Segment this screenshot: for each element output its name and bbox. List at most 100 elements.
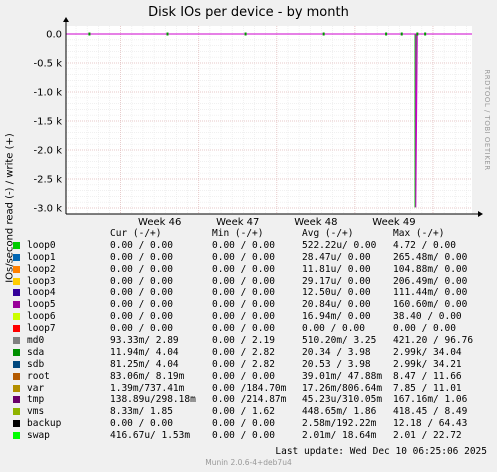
legend-swatch [13, 277, 20, 285]
legend-max-value: 206.49m/ 0.00 [393, 275, 468, 287]
legend-min-value: 0.00 / 0.00 [212, 251, 275, 263]
footer-version: Munin 2.0.6-4+deb7u4 [205, 458, 292, 467]
legend-swatch [13, 408, 20, 416]
legend-max-value: 2.99k/ 34.21 [393, 358, 462, 370]
legend-avg-value: 522.22u/ 0.00 [302, 239, 377, 251]
legend-min-value: 0.00 / 2.82 [212, 358, 275, 370]
legend-cur-value: 0.00 / 0.00 [110, 418, 173, 430]
legend-series-name: tmp [27, 394, 45, 406]
legend-swatch [13, 337, 20, 345]
chart-plot: 0.0-0.5 k-1.0 k-1.5 k-2.0 k-2.5 k-3.0 k … [34, 17, 483, 228]
legend-avg-value: 29.17u/ 0.00 [302, 275, 371, 287]
series-marker [424, 32, 427, 36]
legend-series-name: loop2 [27, 263, 56, 275]
legend-series-name: loop3 [27, 275, 56, 287]
legend-avg-value: 2.58m/192.22m [302, 418, 377, 430]
legend-swatch [13, 325, 20, 333]
legend-series-name: loop5 [27, 299, 56, 311]
legend-max-value: 418.45 / 8.49 [393, 406, 468, 418]
legend-header-cur: Cur (-/+) [110, 228, 162, 239]
legend-cur-value: 0.00 / 0.00 [110, 239, 173, 251]
chart-title: Disk IOs per device - by month [148, 5, 349, 20]
y-tick-label: -3.0 k [34, 204, 63, 215]
y-tick-label: -1.0 k [34, 88, 63, 99]
legend-avg-value: 16.94m/ 0.00 [302, 311, 371, 323]
legend-cur-value: 0.00 / 0.00 [110, 275, 173, 287]
legend-avg-value: 11.81u/ 0.00 [302, 263, 371, 275]
legend-cur-value: 11.94m/ 4.04 [110, 346, 179, 358]
legend-max-value: 38.40 / 0.00 [393, 311, 462, 323]
last-update: Last update: Wed Dec 10 06:25:06 2025 [275, 446, 487, 457]
x-tick-label: Week 49 [372, 217, 415, 228]
legend-avg-value: 448.65m/ 1.86 [302, 406, 377, 418]
legend-swatch [13, 313, 20, 321]
legend-row: loop1 0.00 / 0.00 0.00 / 0.00 28.47u/ 0.00 2… [10, 252, 490, 264]
legend-avg-value: 510.20m/ 3.25 [302, 335, 377, 347]
legend-series-name: md0 [27, 335, 45, 347]
y-axis-arrow [63, 17, 69, 22]
legend-row: loop6 0.00 / 0.00 0.00 / 0.00 16.94m/ 0.00 3… [10, 311, 490, 323]
series-marker [385, 32, 388, 36]
legend-series-name: var [27, 382, 45, 394]
legend-min-value: 0.00 / 0.00 [212, 263, 275, 275]
legend-row: sdb 81.25m/ 4.04 0.00 / 2.82 20.53 / 3.98 2.… [10, 359, 490, 371]
legend-max-value: 2.99k/ 34.04 [393, 346, 462, 358]
legend-row: sda 11.94m/ 4.04 0.00 / 2.82 20.34 / 3.98 2.… [10, 347, 490, 359]
legend-row: loop4 0.00 / 0.00 0.00 / 0.00 12.50u/ 0.00 1… [10, 287, 490, 299]
legend-series-name: sdb [27, 358, 45, 370]
legend-series-name: root [27, 370, 50, 382]
x-tick-label: Week 46 [138, 217, 181, 228]
legend-series-name: loop7 [27, 323, 56, 335]
legend-series-name: sda [27, 346, 45, 358]
legend-avg-value: 20.53 / 3.98 [302, 358, 371, 370]
legend-max-value: 8.47 / 11.66 [393, 370, 462, 382]
legend-max-value: 12.18 / 64.43 [393, 418, 468, 430]
legend-min-value: 0.00 / 0.00 [212, 418, 275, 430]
legend-cur-value: 8.33m/ 1.85 [110, 406, 173, 418]
legend-cur-value: 81.25m/ 4.04 [110, 358, 179, 370]
series-marker [416, 32, 419, 36]
x-axis-ticks: Week 46 Week 47 Week 48 Week 49 [138, 217, 416, 228]
legend-row: loop2 0.00 / 0.00 0.00 / 0.00 11.81u/ 0.00 1… [10, 264, 490, 276]
legend-cur-value: 0.00 / 0.00 [110, 287, 173, 299]
legend-swatch [13, 253, 20, 261]
legend-max-value: 265.48m/ 0.00 [393, 251, 468, 263]
legend-max-value: 0.00 / 0.00 [393, 323, 456, 335]
legend-min-value: 0.00 / 0.00 [212, 275, 275, 287]
legend-swatch [13, 301, 20, 309]
legend-swatch [13, 372, 20, 380]
legend-avg-value: 17.26m/806.64m [302, 382, 383, 394]
y-tick-label: -0.5 k [34, 59, 63, 70]
legend-cur-value: 138.89u/298.18m [110, 394, 196, 406]
legend-min-value: 0.00 /214.87m [212, 394, 287, 406]
legend-cur-value: 93.33m/ 2.89 [110, 335, 179, 347]
legend-rows: loop0 0.00 / 0.00 0.00 / 0.00 522.22u/ 0.00… [10, 240, 490, 442]
legend-header-max: Max (-/+) [393, 228, 445, 239]
legend-min-value: 0.00 / 0.00 [212, 239, 275, 251]
legend-cur-value: 83.06m/ 8.19m [110, 370, 185, 382]
legend-cur-value: 0.00 / 0.00 [110, 299, 173, 311]
legend-avg-value: 20.84u/ 0.00 [302, 299, 371, 311]
legend-min-value: 0.00 / 1.62 [212, 406, 275, 418]
legend-header-min: Min (-/+) [212, 228, 264, 239]
legend-row: backup 0.00 / 0.00 0.00 / 0.00 2.58m/192.22… [10, 418, 490, 430]
legend-cur-value: 0.00 / 0.00 [110, 263, 173, 275]
legend-swatch [13, 396, 20, 404]
y-tick-label: -2.0 k [34, 146, 63, 157]
y-tick-label: -2.5 k [34, 175, 63, 186]
x-tick-label: Week 48 [294, 217, 337, 228]
series-marker [88, 32, 91, 36]
legend-cur-value: 0.00 / 0.00 [110, 311, 173, 323]
y-tick-label: 0.0 [46, 30, 62, 41]
legend-table: Cur (-/+) Min (-/+) Avg (-/+) Max (-/+) … [10, 228, 490, 442]
legend-row: vms 8.33m/ 1.85 0.00 / 1.62 448.65m/ 1.86 41… [10, 406, 490, 418]
legend-max-value: 4.72 / 0.00 [393, 239, 456, 251]
legend-swatch [13, 384, 20, 392]
legend-avg-value: 0.00 / 0.00 [302, 323, 365, 335]
legend-min-value: 0.00 / 0.00 [212, 311, 275, 323]
legend-swatch [13, 432, 20, 440]
legend-max-value: 7.85 / 11.01 [393, 382, 462, 394]
legend-min-value: 0.00 / 0.00 [212, 299, 275, 311]
legend-avg-value: 2.01m/ 18.64m [302, 430, 377, 442]
legend-avg-value: 20.34 / 3.98 [302, 346, 371, 358]
